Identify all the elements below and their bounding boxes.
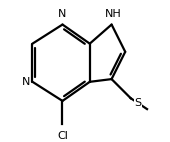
Text: N: N (21, 77, 30, 87)
Text: Cl: Cl (57, 131, 68, 141)
Text: NH: NH (105, 9, 121, 19)
Text: N: N (58, 9, 67, 19)
Text: S: S (134, 98, 141, 108)
